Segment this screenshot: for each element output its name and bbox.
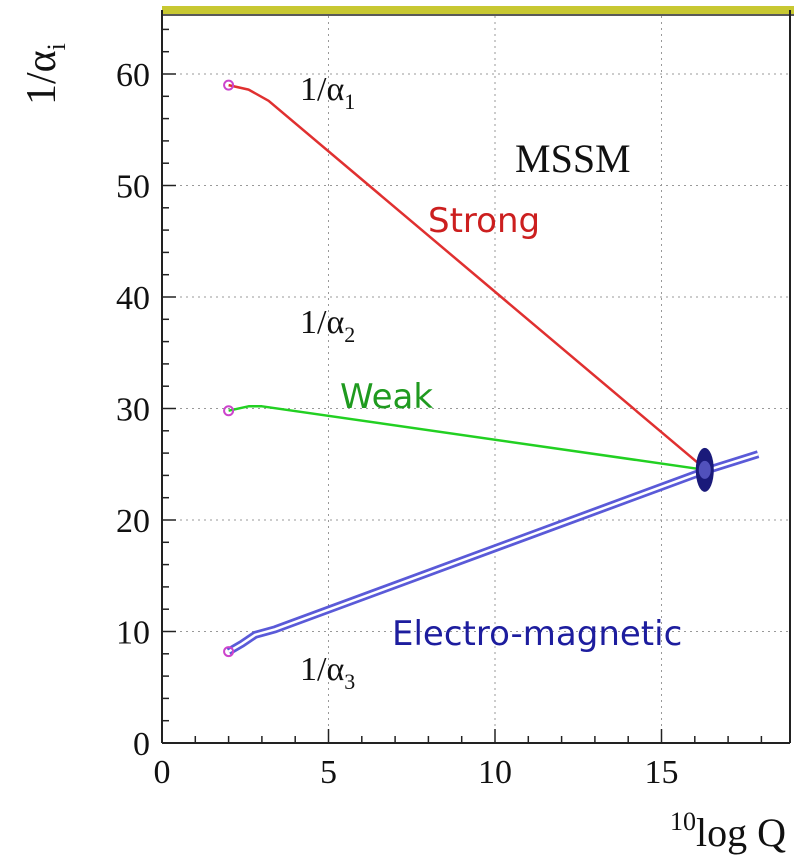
axis-ticks: 0 5 10 15 0 10 20 30 40 50 60 <box>116 28 763 791</box>
x-tick-label-0: 0 <box>154 754 171 791</box>
alpha2-label: 1/α2 <box>300 304 355 347</box>
series-line-weak <box>228 405 705 472</box>
y-tick-label-50: 50 <box>116 169 150 206</box>
electromagnetic-label: Electro-magnetic <box>392 614 682 654</box>
y-tick-label-10: 10 <box>116 615 150 652</box>
weak-label: Weak <box>340 377 433 417</box>
y-tick-label-30: 30 <box>116 392 150 429</box>
y-tick-label-0: 0 <box>133 726 150 763</box>
y-axis-label: 1/αi <box>19 43 71 105</box>
series-line-strong <box>228 83 706 470</box>
start-marker-1 <box>223 405 235 417</box>
start-marker-0 <box>223 79 235 91</box>
x-axis-label: 10log Q <box>670 807 786 855</box>
x-tick-label-10: 10 <box>478 754 512 791</box>
x-tick-label-15: 15 <box>645 754 679 791</box>
unification-point-highlight <box>698 460 711 479</box>
start-marker-2 <box>223 646 235 658</box>
grid-lines <box>162 16 790 743</box>
mssm-label: MSSM <box>515 136 631 181</box>
alpha1-label: 1/α1 <box>300 71 355 114</box>
x-tick-label-5: 5 <box>320 754 337 791</box>
y-tick-label-20: 20 <box>116 503 150 540</box>
y-tick-label-40: 40 <box>116 280 150 317</box>
series-layer <box>226 83 760 656</box>
plot-frame <box>161 6 794 744</box>
alpha3-label: 1/α3 <box>300 651 355 694</box>
strong-label: Strong <box>428 201 540 241</box>
marker-layer <box>223 79 714 658</box>
y-tick-label-60: 60 <box>116 57 150 94</box>
